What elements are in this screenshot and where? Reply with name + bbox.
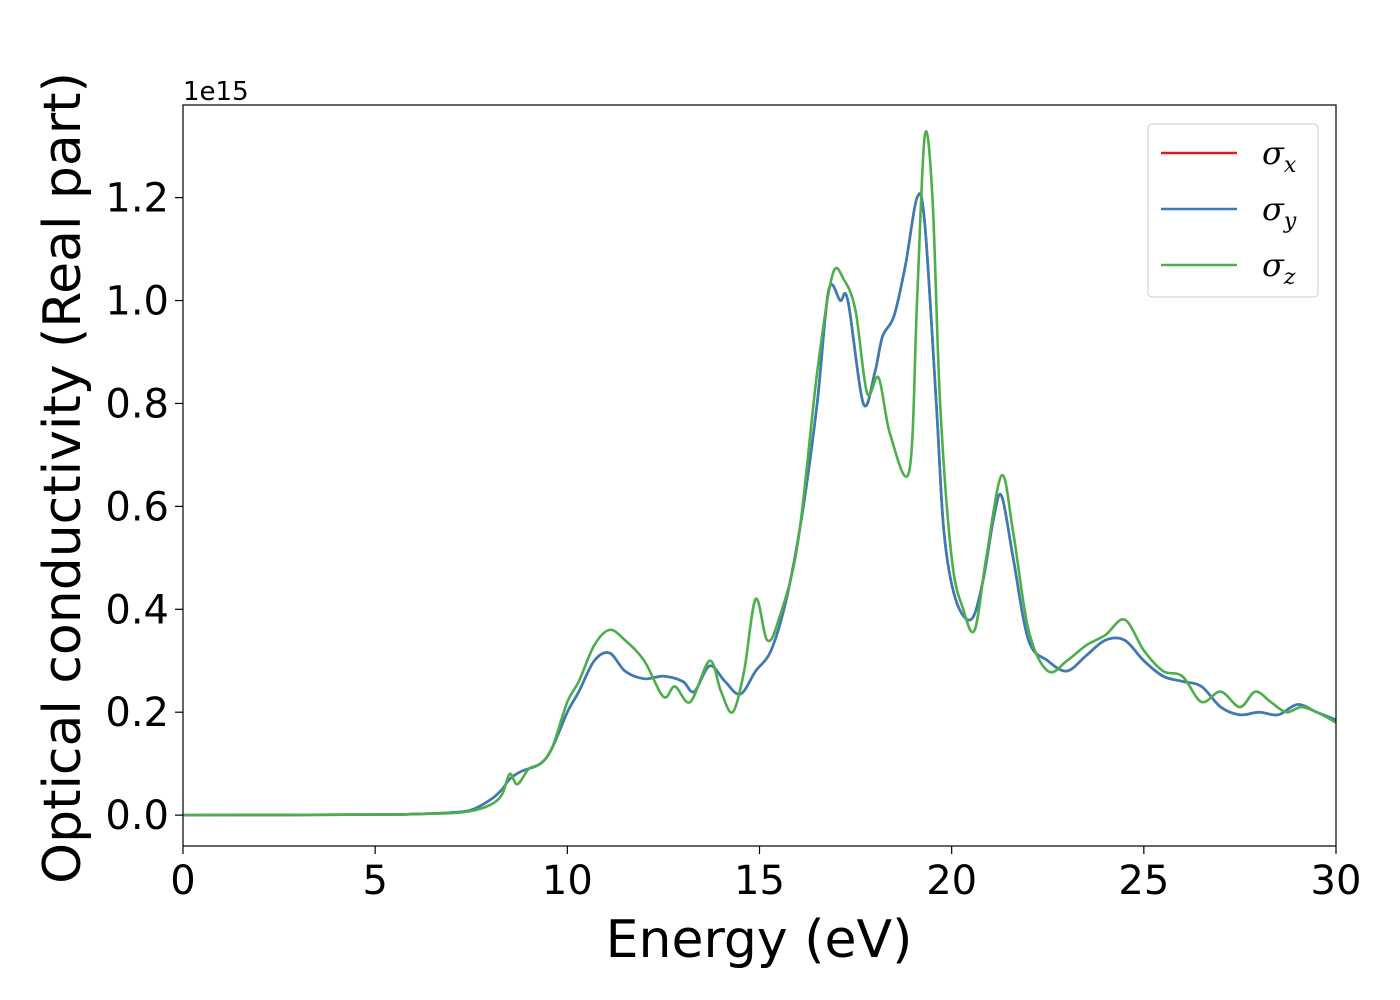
legend-entry-sigma-x: σx bbox=[1161, 134, 1297, 178]
ticks-layer: 0 5 10 15 20 25 30 0.0 0.2 0.4 0.6 0.8 1.0 1.2 bbox=[105, 176, 1361, 904]
legend-label: σx bbox=[1262, 134, 1297, 178]
legend-label: σz bbox=[1262, 246, 1296, 290]
y-tick-label: 1.2 bbox=[105, 176, 169, 222]
legend-label: σy bbox=[1262, 190, 1297, 234]
series-sigma-z-line bbox=[182, 130, 1337, 817]
legend-entry-sigma-y: σy bbox=[1161, 190, 1297, 234]
y-offset-label: 1e15 bbox=[183, 77, 249, 107]
legend: σx σy σz bbox=[1147, 123, 1319, 298]
legend-box bbox=[1147, 123, 1319, 298]
x-tick-label: 10 bbox=[542, 858, 593, 904]
x-tick-label: 25 bbox=[1118, 858, 1169, 904]
x-tick-label: 20 bbox=[926, 858, 977, 904]
y-tick-label: 0.6 bbox=[105, 484, 169, 530]
x-tick-label: 30 bbox=[1311, 858, 1362, 904]
legend-entry-sigma-z: σz bbox=[1161, 246, 1296, 290]
y-tick-label: 0.8 bbox=[105, 381, 169, 427]
x-tick-label: 5 bbox=[362, 858, 387, 904]
y-axis-label: Optical conductivity (Real part) bbox=[33, 72, 93, 884]
series-layer bbox=[182, 130, 1337, 817]
y-tick-label: 0.0 bbox=[105, 793, 169, 839]
x-tick-label: 15 bbox=[734, 858, 785, 904]
x-axis-label: Energy (eV) bbox=[606, 910, 913, 970]
y-tick-label: 0.4 bbox=[105, 587, 169, 633]
x-tick-label: 0 bbox=[170, 858, 195, 904]
y-tick-label: 1.0 bbox=[105, 279, 169, 325]
y-tick-label: 0.2 bbox=[105, 690, 169, 736]
